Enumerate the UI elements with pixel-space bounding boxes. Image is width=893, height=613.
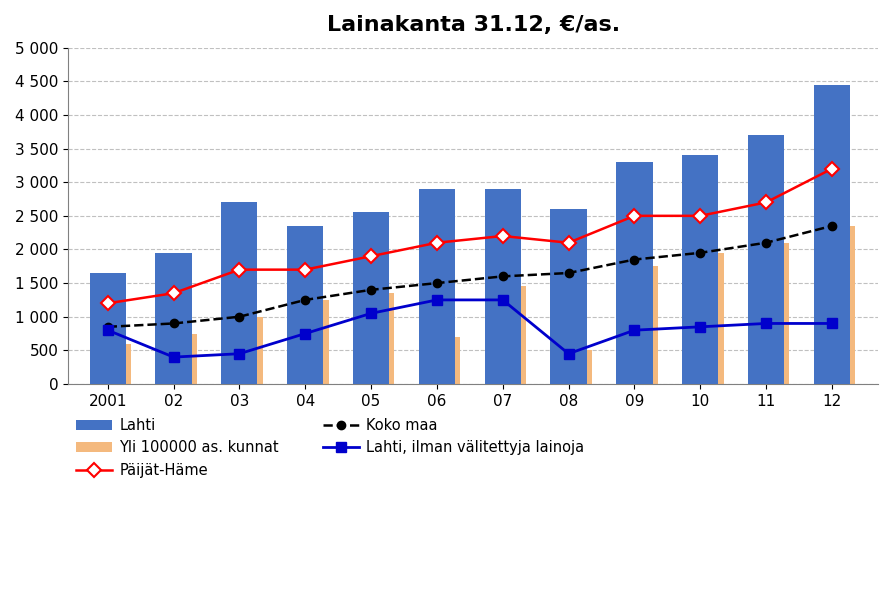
Title: Lainakanta 31.12, €/as.: Lainakanta 31.12, €/as. [327,15,620,35]
Päijät-Häme [300,266,311,273]
Koko maa [695,249,705,256]
Koko maa [103,323,113,330]
Päijät-Häme [103,300,113,307]
Päijät-Häme [497,232,508,240]
Koko maa [761,239,772,246]
Lahti, ilman välitettyja lainoja [366,310,377,317]
Lahti, ilman välitettyja lainoja [234,350,245,357]
Päijät-Häme [761,199,772,206]
Bar [490,286,526,384]
Lahti, ilman välitettyja lainoja [431,296,442,303]
Päijät-Häme [827,165,838,172]
Bar [616,162,653,384]
Koko maa [431,280,442,287]
Koko maa [168,320,179,327]
Koko maa [300,296,311,303]
Lahti, ilman välitettyja lainoja [629,327,639,334]
Koko maa [563,269,574,276]
Bar [155,253,192,384]
Line: Lahti, ilman välitettyja lainoja: Lahti, ilman välitettyja lainoja [103,295,837,362]
Bar [292,300,329,384]
Päijät-Häme [563,239,574,246]
Bar [622,266,658,384]
Päijät-Häme [695,212,705,219]
Koko maa [827,223,838,230]
Päijät-Häme [234,266,245,273]
Bar [753,243,789,384]
Päijät-Häme [168,289,179,297]
Bar [221,202,257,384]
Lahti, ilman välitettyja lainoja [300,330,311,337]
Line: Päijät-Häme: Päijät-Häme [103,164,837,308]
Koko maa [366,286,377,294]
Bar [748,135,784,384]
Bar [227,317,263,384]
Koko maa [234,313,245,321]
Lahti, ilman välitettyja lainoja [103,327,113,334]
Lahti, ilman välitettyja lainoja [563,350,574,357]
Päijät-Häme [431,239,442,246]
Bar [288,226,323,384]
Bar [424,337,460,384]
Koko maa [497,273,508,280]
Bar [95,344,131,384]
Lahti, ilman välitettyja lainoja [695,323,705,330]
Bar [688,253,723,384]
Lahti, ilman välitettyja lainoja [497,296,508,303]
Bar [819,226,855,384]
Bar [814,85,850,384]
Lahti, ilman välitettyja lainoja [827,320,838,327]
Bar [353,213,389,384]
Bar [161,333,197,384]
Bar [485,189,521,384]
Bar [550,209,587,384]
Legend: Lahti, Yli 100000 as. kunnat, Päijät-Häme, Koko maa, Lahti, ilman välitettyja la: Lahti, Yli 100000 as. kunnat, Päijät-Häm… [76,418,585,478]
Line: Koko maa: Koko maa [104,222,836,331]
Bar [358,293,395,384]
Päijät-Häme [629,212,639,219]
Koko maa [629,256,639,263]
Lahti, ilman välitettyja lainoja [761,320,772,327]
Bar [419,189,455,384]
Bar [555,351,592,384]
Lahti, ilman välitettyja lainoja [168,354,179,361]
Bar [89,273,126,384]
Bar [682,155,718,384]
Päijät-Häme [366,253,377,260]
